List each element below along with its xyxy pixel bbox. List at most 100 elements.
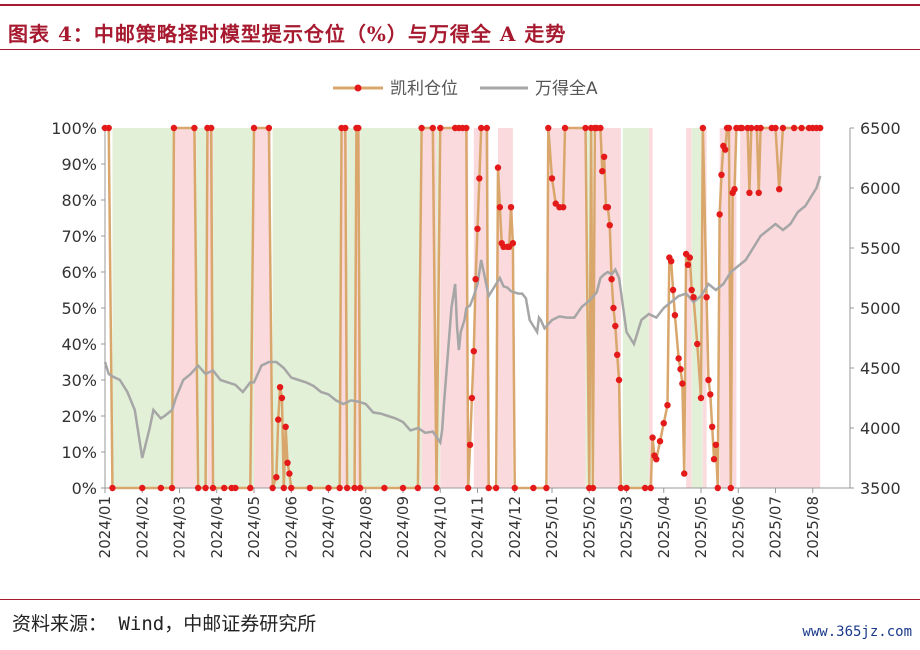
position-dot <box>273 474 280 481</box>
position-dot <box>776 186 783 193</box>
bear-zone <box>622 128 649 488</box>
position-dot <box>708 423 716 430</box>
position-dot <box>641 484 649 492</box>
position-dot <box>746 189 753 196</box>
position-dot <box>731 186 738 193</box>
x-tick-label: 2025/07 <box>767 496 785 558</box>
position-dot <box>798 124 805 132</box>
x-tick-label: 2024/08 <box>357 496 375 558</box>
bull-zone <box>173 128 197 488</box>
y-left-tick-label: 100% <box>51 119 97 138</box>
position-dot <box>343 484 351 492</box>
position-dot <box>250 124 258 132</box>
position-dot <box>470 348 477 355</box>
position-dot <box>496 204 504 211</box>
position-dot <box>677 366 684 373</box>
x-tick-label: 2024/09 <box>394 496 412 558</box>
position-dot <box>399 484 407 492</box>
position-dot <box>548 175 556 182</box>
y-right-tick-label: 4500 <box>860 359 901 378</box>
position-dot <box>543 484 550 492</box>
position-dot <box>351 484 358 492</box>
y-left-tick-label: 20% <box>61 407 97 426</box>
position-dot <box>772 124 779 132</box>
header-rule-top <box>0 4 920 6</box>
position-dot <box>679 380 686 387</box>
y-right-tick-label: 3500 <box>860 479 901 498</box>
chart-axes: 0% 10% 20% 30% 40% 50% 60% 70% 80% 90% 100% 3500 400… <box>51 119 900 558</box>
position-dot <box>582 124 589 132</box>
position-dot <box>472 276 479 283</box>
position-dot <box>247 484 254 492</box>
position-dot <box>656 438 664 445</box>
position-dot <box>288 484 295 492</box>
bear-zone <box>691 128 703 488</box>
position-dot <box>688 286 695 294</box>
x-tick-label: 2025/03 <box>618 496 636 558</box>
position-dot <box>608 276 615 283</box>
position-dot <box>606 222 613 229</box>
position-dot <box>207 124 215 132</box>
position-dot <box>705 376 712 384</box>
y-left-tick-label: 30% <box>61 371 97 390</box>
position-dot <box>463 124 470 132</box>
series-line-kelly-position <box>105 126 821 490</box>
position-dot <box>612 322 619 330</box>
position-dot <box>718 171 725 178</box>
position-dot <box>168 484 176 492</box>
footer-rule <box>0 599 920 600</box>
position-dot <box>589 484 597 492</box>
position-dot <box>476 175 483 182</box>
y-left-tick-label: 10% <box>61 443 97 462</box>
position-dot <box>414 484 422 492</box>
y-right-tick-label: 5500 <box>860 239 901 258</box>
x-tick-label: 2024/07 <box>320 496 338 558</box>
position-dot <box>209 484 217 492</box>
header-rule-bottom <box>0 49 920 50</box>
position-dot <box>275 416 282 423</box>
position-dot <box>429 124 436 132</box>
position-dot <box>483 124 491 132</box>
position-dot <box>725 124 733 132</box>
position-dot <box>202 484 209 492</box>
position-dot <box>282 423 289 430</box>
position-dot <box>511 484 518 492</box>
bull-zone <box>497 128 513 488</box>
position-dot <box>468 394 476 402</box>
bull-zone <box>207 128 214 488</box>
position-dot <box>221 484 228 492</box>
x-tick-label: 2024/10 <box>431 496 449 558</box>
y-left-tick-label: 80% <box>61 191 97 210</box>
kelly-position-chart: 0% 10% 20% 30% 40% 50% 60% 70% 80% 90% 100% 3500 400… <box>51 79 900 558</box>
position-dot <box>474 225 481 232</box>
position-dot <box>139 484 146 492</box>
position-dot <box>694 340 701 348</box>
series-lines <box>103 126 822 490</box>
x-tick-label: 2024/11 <box>469 496 487 558</box>
bull-zone <box>648 128 653 488</box>
position-dot <box>710 456 718 463</box>
position-dot <box>194 484 202 492</box>
position-dot <box>336 484 343 492</box>
watermark: www.365jz.com <box>802 624 912 640</box>
series-line-wind-all-a <box>103 175 822 459</box>
legend-label-kelly-position: 凯利仓位 <box>390 79 458 99</box>
position-dot <box>817 124 824 132</box>
position-dot <box>617 484 625 492</box>
position-dot <box>286 470 293 477</box>
y-right-tick-label: 6000 <box>860 179 901 198</box>
position-dot <box>561 124 569 132</box>
source-note: 资料来源： Wind，中邮证券研究所 <box>12 613 317 635</box>
position-dot <box>647 484 654 492</box>
position-dot <box>722 146 729 153</box>
chart-legend: 凯利仓位 万得全A <box>333 79 598 99</box>
x-tick-label: 2025/02 <box>580 496 598 558</box>
position-dot <box>707 391 714 398</box>
bear-zone <box>112 128 174 488</box>
position-dot <box>697 394 705 402</box>
position-dot <box>714 484 721 492</box>
x-tick-label: 2025/05 <box>692 496 710 558</box>
position-dot <box>276 384 284 391</box>
y-left-tick-label: 70% <box>61 227 97 246</box>
page-title: 图表 4：中邮策略择时模型提示仓位（%）与万得全 A 走势 <box>8 22 567 46</box>
